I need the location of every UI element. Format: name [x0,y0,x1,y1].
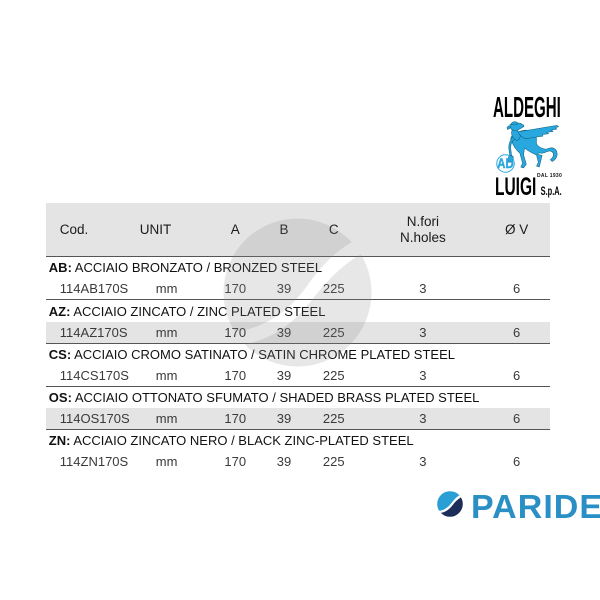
svg-text:AD: AD [497,155,513,172]
